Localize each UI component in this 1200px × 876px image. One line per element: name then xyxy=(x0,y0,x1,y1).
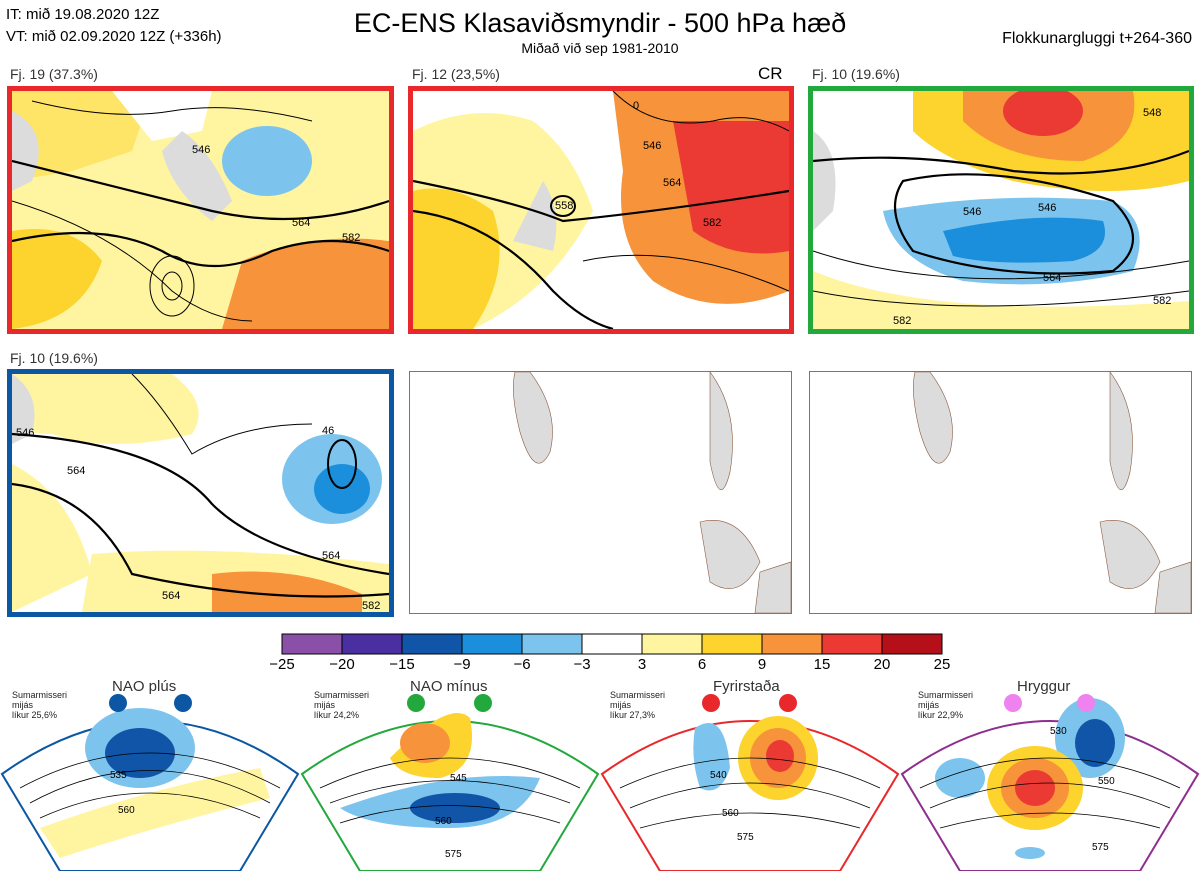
cluster-map-4: 546 564 564 564 582 46 xyxy=(7,369,394,617)
colorbar-tick-label: 9 xyxy=(757,656,767,673)
colorbar-tick-label: −25 xyxy=(269,656,295,673)
regime-dot xyxy=(1004,694,1022,712)
contour-label: 564 xyxy=(162,590,180,602)
contour-label: 560 xyxy=(118,805,135,816)
panel-2-tag: CR xyxy=(758,64,783,83)
contour-label: 564 xyxy=(1043,272,1061,284)
contour-label: 530 xyxy=(1050,726,1067,737)
contour-label: 0 xyxy=(633,100,639,112)
colorbar-tick-label: −9 xyxy=(453,656,471,673)
contour-label: 558 xyxy=(555,200,573,212)
colorbar-tick-label: 3 xyxy=(637,656,647,673)
contour-label: 546 xyxy=(643,140,661,152)
colorbar-swatch xyxy=(401,633,463,655)
colorbar-tick-label: −6 xyxy=(513,656,531,673)
regime-name: Hryggur xyxy=(1017,678,1071,695)
cluster-map-3: 546 546 564 582 582 548 xyxy=(808,86,1194,334)
contour-label: 582 xyxy=(1153,295,1171,307)
colorbar-swatch xyxy=(761,633,823,655)
contour-label: 546 xyxy=(192,144,210,156)
colorbar-swatch xyxy=(821,633,883,655)
initial-time: IT: mið 19.08.2020 12Z xyxy=(6,6,160,23)
contour-label: 575 xyxy=(1092,842,1109,853)
contour-label: 582 xyxy=(362,600,380,612)
header-info: IT: mið 19.08.2020 12Z VT: mið 02.09.202… xyxy=(6,4,222,48)
colorbar-swatch xyxy=(641,633,703,655)
regime-name: Fyrirstaða xyxy=(713,678,780,695)
colorbar-swatch xyxy=(461,633,523,655)
regime-likelihood: Sumarmisseri mijás líkur 22,9% xyxy=(918,690,974,720)
colorbar-swatches xyxy=(281,633,943,655)
regime-likelihood: Sumarmisseri mijás líkur 25,6% xyxy=(12,690,68,720)
regime-dot xyxy=(702,694,720,712)
colorbar-tick-label: 20 xyxy=(873,656,891,673)
colorbar-swatch xyxy=(701,633,763,655)
contour-label: 546 xyxy=(1038,202,1056,214)
cluster-map-2: 546 564 582 0 558 xyxy=(408,86,794,334)
contour-label: 540 xyxy=(710,770,727,781)
colorbar xyxy=(280,633,944,660)
contour-label: 575 xyxy=(737,832,754,843)
cluster-map-1: 546 564 582 xyxy=(7,86,394,334)
colorbar-swatch xyxy=(281,633,343,655)
page-title: EC-ENS Klasaviðsmyndir - 500 hPa hæð xyxy=(353,8,847,38)
regime-name: NAO mínus xyxy=(410,678,488,695)
colorbar-swatch xyxy=(341,633,403,655)
panel-4-label: Fj. 10 (19.6%) xyxy=(10,350,98,366)
panel-2-label: Fj. 12 (23,5%) xyxy=(412,66,500,82)
contour-label: 535 xyxy=(110,770,127,781)
regime-likelihood: Sumarmisseri mijás líkur 27,3% xyxy=(610,690,666,720)
page-subtitle: Miðað við sep 1981-2010 xyxy=(521,40,679,56)
contour-label: 575 xyxy=(445,849,462,860)
colorbar-swatch xyxy=(581,633,643,655)
regime-dot xyxy=(109,694,127,712)
colorbar-tick-label: −15 xyxy=(389,656,415,673)
regime-dot xyxy=(407,694,425,712)
regime-dot xyxy=(174,694,192,712)
colorbar-tick-label: −20 xyxy=(329,656,355,673)
colorbar-tick-label: −3 xyxy=(573,656,591,673)
colorbar-swatch xyxy=(881,633,943,655)
contour-label: 564 xyxy=(663,177,681,189)
regime-dot xyxy=(474,694,492,712)
contour-label: 546 xyxy=(963,206,981,218)
valid-time: VT: mið 02.09.2020 12Z (+336h) xyxy=(6,28,222,45)
contour-label: 546 xyxy=(16,427,34,439)
empty-map-1 xyxy=(409,371,792,614)
contour-label: 46 xyxy=(322,425,334,437)
contour-label: 582 xyxy=(703,217,721,229)
panel-3-label: Fj. 10 (19.6%) xyxy=(812,66,900,82)
contour-label: 560 xyxy=(722,808,739,819)
contour-label: 550 xyxy=(1098,776,1115,787)
contour-label: 545 xyxy=(450,773,467,784)
colorbar-tick-label: 25 xyxy=(933,656,951,673)
regime-nao-minus: 545 560 575 NAO mínus Sumarmisseri mijás l… xyxy=(300,678,600,872)
contour-label: 582 xyxy=(342,232,360,244)
regime-name: NAO plús xyxy=(112,678,177,695)
panel-1-label: Fj. 19 (37.3%) xyxy=(10,66,98,82)
contour-label: 560 xyxy=(435,816,452,827)
regime-nao-plus: 535 560 NAO plús Sumarmisseri mijás líkur … xyxy=(0,678,300,872)
colorbar-swatch xyxy=(521,633,583,655)
contour-label: 564 xyxy=(67,465,85,477)
contour-label: 564 xyxy=(322,550,340,562)
contour-label: 582 xyxy=(893,315,911,327)
contour-label: 548 xyxy=(1143,107,1161,119)
regime-ridge: 530 550 575 Hryggur Sumarmisseri mijás lík… xyxy=(900,678,1200,872)
classification-window: Flokkunargluggi t+264-360 xyxy=(1002,30,1192,47)
regime-blocking: 540 560 575 Fyrirstaða Sumarmisseri mijás… xyxy=(600,678,900,872)
regime-likelihood: Sumarmisseri mijás líkur 24,2% xyxy=(314,690,370,720)
contour-label: 564 xyxy=(292,217,310,229)
colorbar-tick-label: 6 xyxy=(697,656,707,673)
regime-dot xyxy=(1077,694,1095,712)
empty-map-2 xyxy=(809,371,1192,614)
regime-dot xyxy=(779,694,797,712)
colorbar-tick-label: 15 xyxy=(813,656,831,673)
